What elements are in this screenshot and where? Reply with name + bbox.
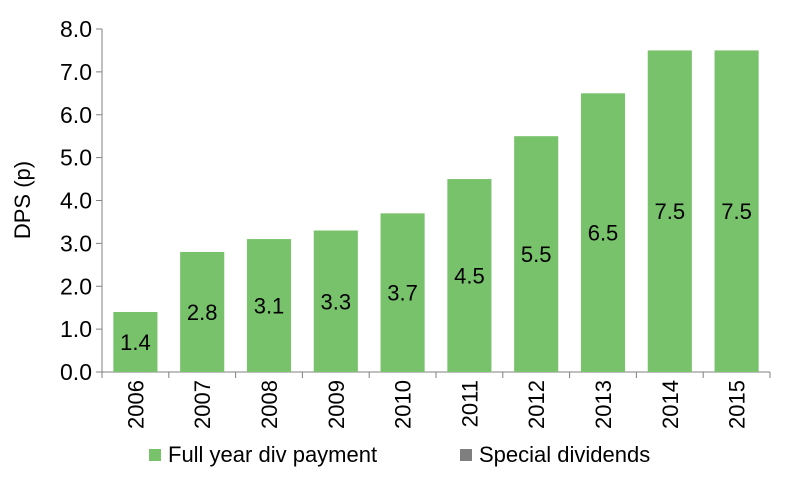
- legend-swatch-special: [460, 449, 472, 461]
- x-tick-label: 2006: [123, 380, 148, 429]
- bar-value-label: 3.3: [321, 289, 352, 314]
- y-tick-label: 4.0: [60, 188, 92, 214]
- bar-2013: [580, 93, 626, 372]
- legend-swatch-full-year: [149, 449, 161, 461]
- legend-label-special: Special dividends: [479, 442, 650, 467]
- y-axis-title: DPS (p): [10, 161, 35, 239]
- x-tick-label: 2013: [591, 380, 616, 429]
- x-tick-label: 2009: [324, 380, 349, 429]
- y-tick-label: 7.0: [60, 59, 92, 85]
- bar-2009: [313, 230, 358, 372]
- legend: Full year div payment Special dividends: [149, 442, 650, 467]
- bar-value-label: 7.5: [655, 199, 686, 224]
- legend-item-full-year: Full year div payment: [149, 442, 377, 467]
- y-tick-label: 1.0: [60, 316, 92, 342]
- y-tick-label: 0.0: [60, 359, 92, 385]
- y-tick-label: 5.0: [60, 145, 92, 171]
- bar-2006: [113, 311, 158, 372]
- bar-value-label: 5.5: [521, 242, 552, 267]
- bars: [113, 50, 759, 372]
- x-tick-label: 2008: [257, 380, 282, 429]
- x-tick-label: 2014: [658, 380, 683, 429]
- bar-2011: [447, 179, 492, 372]
- x-tick-label: 2007: [190, 380, 215, 429]
- bar-value-label: 1.4: [120, 330, 151, 355]
- y-tick-label: 6.0: [60, 102, 92, 128]
- bar-value-label: 2.8: [187, 300, 218, 325]
- x-tick-label: 2012: [524, 380, 549, 429]
- bar-2012: [514, 136, 559, 372]
- legend-item-special: Special dividends: [460, 442, 650, 467]
- bar-2008: [246, 239, 292, 372]
- bar-value-label: 6.5: [588, 221, 619, 246]
- x-axis: 2006 2007 2008 2009 2010 2011 2012 2013 2014 2015: [101, 371, 771, 429]
- y-tick-label: 3.0: [60, 230, 92, 256]
- bar-value-label: 7.5: [721, 199, 752, 224]
- y-tick-label: 2.0: [60, 273, 92, 299]
- bar-value-label: 4.5: [454, 264, 485, 289]
- bar-labels: 1.4 2.8 3.1 3.3 3.7 4.5 5.5 6.5 7.5 7.5: [120, 199, 752, 355]
- bar-2010: [380, 213, 425, 372]
- bar-value-label: 3.1: [254, 294, 285, 319]
- bar-value-label: 3.7: [387, 281, 418, 306]
- x-tick-label: 2015: [725, 380, 750, 429]
- x-tick-label: 2010: [391, 380, 416, 429]
- x-tick-label: 2011: [457, 380, 482, 427]
- y-tick-label: 8.0: [60, 16, 92, 42]
- bar-2015: [714, 50, 759, 372]
- legend-label-full-year: Full year div payment: [168, 442, 377, 467]
- bar-2007: [180, 251, 225, 372]
- y-axis: 0.0 1.0 2.0 3.0 4.0 5.0 6.0 7.0 8.0: [60, 16, 103, 385]
- bar-2014: [647, 50, 692, 372]
